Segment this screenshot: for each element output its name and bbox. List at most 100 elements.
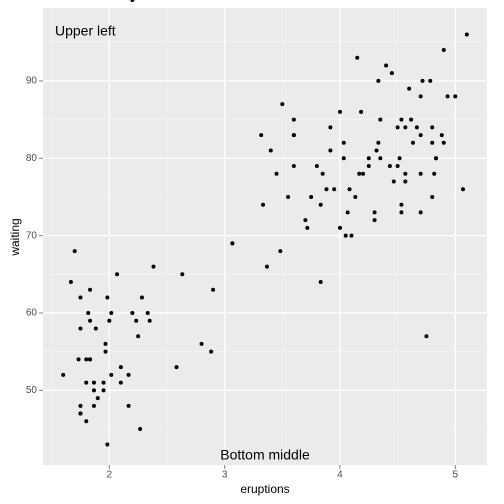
point <box>414 125 419 130</box>
annotation: Upper left <box>55 23 116 39</box>
point <box>355 55 360 60</box>
point <box>211 287 216 292</box>
x-tick-label: 5 <box>453 470 459 481</box>
y-tick-label: 80 <box>26 153 38 164</box>
point <box>418 171 423 176</box>
point <box>418 210 423 215</box>
point <box>303 218 308 223</box>
point <box>441 140 446 145</box>
point <box>230 241 235 246</box>
point <box>372 218 377 223</box>
point <box>430 125 435 130</box>
point <box>332 187 337 192</box>
point <box>274 171 279 176</box>
annotation: Bottom middle <box>220 447 310 463</box>
point <box>324 187 329 192</box>
point <box>432 171 437 176</box>
point <box>418 94 423 99</box>
point <box>291 117 296 122</box>
y-tick-label: 90 <box>26 76 38 87</box>
point <box>286 194 291 199</box>
point <box>403 125 408 130</box>
point <box>420 78 425 83</box>
point <box>337 225 342 230</box>
point <box>261 202 266 207</box>
point <box>138 427 143 432</box>
point <box>318 202 323 207</box>
point <box>349 233 354 238</box>
point <box>453 94 458 99</box>
point <box>88 287 93 292</box>
point <box>105 295 110 300</box>
point <box>384 63 389 68</box>
panel <box>43 8 487 465</box>
point <box>391 179 396 184</box>
point <box>399 202 404 207</box>
point <box>389 71 394 76</box>
point <box>320 171 325 176</box>
y-tick-label: 50 <box>26 385 38 396</box>
point <box>397 156 402 161</box>
point <box>278 249 283 254</box>
point <box>126 372 131 377</box>
point <box>434 156 439 161</box>
point <box>107 318 112 323</box>
point <box>347 187 352 192</box>
point <box>399 117 404 122</box>
point <box>61 372 66 377</box>
point <box>86 310 91 315</box>
point <box>280 102 285 107</box>
point <box>103 349 108 354</box>
point <box>341 140 346 145</box>
point <box>309 194 314 199</box>
point <box>147 318 152 323</box>
point <box>376 78 381 83</box>
point <box>361 171 366 176</box>
point <box>115 272 120 277</box>
point <box>395 125 400 130</box>
point <box>118 380 123 385</box>
point <box>209 349 214 354</box>
point <box>378 117 383 122</box>
point <box>441 47 446 52</box>
point <box>145 310 150 315</box>
point <box>199 341 204 346</box>
point <box>372 210 377 215</box>
point <box>126 403 131 408</box>
point <box>101 388 106 393</box>
x-tick-label: 3 <box>222 470 228 481</box>
point <box>109 310 114 315</box>
x-tick-label: 4 <box>337 470 343 481</box>
point <box>359 109 364 114</box>
point <box>445 94 450 99</box>
point <box>130 0 135 2</box>
point <box>134 318 139 323</box>
point <box>366 156 371 161</box>
point <box>78 326 83 331</box>
point <box>461 187 466 192</box>
point <box>343 233 348 238</box>
point <box>409 117 414 122</box>
y-axis-label: waiting <box>8 218 22 256</box>
point <box>424 334 429 339</box>
point <box>68 280 73 285</box>
point <box>378 156 383 161</box>
point <box>136 334 141 339</box>
point <box>118 365 123 370</box>
point <box>84 419 89 424</box>
point <box>91 403 96 408</box>
point <box>76 357 81 362</box>
point <box>101 380 106 385</box>
point <box>291 133 296 138</box>
point <box>353 194 358 199</box>
point <box>328 148 333 153</box>
point <box>109 372 114 377</box>
y-tick-label: 70 <box>26 230 38 241</box>
point <box>84 380 89 385</box>
point <box>328 125 333 130</box>
point <box>387 164 392 169</box>
point <box>430 140 435 145</box>
point <box>403 171 408 176</box>
point <box>403 179 408 184</box>
point <box>418 133 423 138</box>
